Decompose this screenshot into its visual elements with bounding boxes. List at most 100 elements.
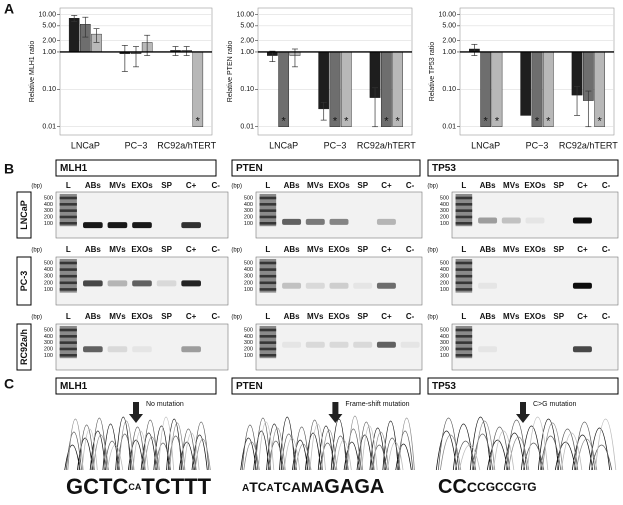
base-letter: A xyxy=(135,482,142,492)
ladder-label: 500 xyxy=(244,195,253,201)
ladder-label: 200 xyxy=(44,214,53,220)
arrow xyxy=(129,402,143,423)
ladder-label: 200 xyxy=(244,346,253,352)
gel xyxy=(255,191,423,239)
significance-marker: * xyxy=(395,116,400,128)
dna-band xyxy=(478,282,498,289)
trace xyxy=(435,416,611,471)
dna-band xyxy=(181,280,201,287)
dna-band xyxy=(376,218,396,225)
base-letter: T xyxy=(274,479,283,495)
dna-band xyxy=(376,282,396,289)
base-letter: C xyxy=(452,476,466,498)
cell-line-label: PC-3 xyxy=(19,271,29,292)
trace xyxy=(64,416,208,471)
base-letter: C xyxy=(282,480,291,494)
lane-label: L xyxy=(461,312,466,321)
lane-label: SP xyxy=(553,312,564,321)
ladder-smear xyxy=(59,259,77,293)
mutation-note: C>G mutation xyxy=(533,401,576,408)
dna-band xyxy=(132,346,152,353)
lane-label: MVs xyxy=(307,245,324,254)
lane-label: C- xyxy=(602,181,611,190)
arrow xyxy=(516,402,530,423)
lane-label: SP xyxy=(553,245,564,254)
bar xyxy=(68,18,80,53)
lane-label: C+ xyxy=(577,312,588,321)
lane-label: L xyxy=(265,245,270,254)
trace xyxy=(81,416,200,471)
ladder-label: 500 xyxy=(244,260,253,266)
lane-label: C+ xyxy=(381,181,392,190)
lane-label: ABs xyxy=(284,245,301,254)
ladder-label: 200 xyxy=(244,280,253,286)
lane-label: SP xyxy=(161,312,172,321)
y-tick-label: 0.10 xyxy=(42,86,56,93)
y-tick-label: 0.01 xyxy=(442,124,456,131)
lane-label: MVs xyxy=(503,181,520,190)
ladder-label: 400 xyxy=(44,202,53,208)
base-letter: T xyxy=(141,474,155,499)
gene-header: TP53 xyxy=(432,381,456,392)
lane-label: C- xyxy=(211,245,220,254)
gene-header: MLH1 xyxy=(60,381,88,392)
dna-band xyxy=(132,222,152,229)
x-tick-label: PC−3 xyxy=(125,140,148,150)
lane-label: SP xyxy=(357,181,368,190)
y-tick-label: 0.01 xyxy=(42,124,56,131)
y-tick-label: 5.00 xyxy=(442,23,456,30)
lane-label: C+ xyxy=(381,245,392,254)
significance-marker: * xyxy=(196,116,201,128)
base-letter: T xyxy=(198,474,212,499)
ladder-label: 300 xyxy=(440,208,449,214)
ladder-label: 100 xyxy=(440,287,449,293)
significance-marker: * xyxy=(546,116,551,128)
gene-header-box xyxy=(427,159,619,177)
lane-label: MVs xyxy=(503,245,520,254)
cell-line-label: LNCaP xyxy=(19,200,29,230)
base-letter: T xyxy=(184,474,198,499)
lane-label: C+ xyxy=(577,181,588,190)
gel xyxy=(451,191,619,239)
dna-band xyxy=(282,341,302,348)
lane-label: EXOs xyxy=(328,312,350,321)
dna-band xyxy=(282,218,302,225)
dna-band xyxy=(353,341,373,348)
base-letter: C xyxy=(83,474,99,499)
lane-label: EXOs xyxy=(131,245,153,254)
base-letter: C xyxy=(467,479,477,495)
ladder-label: 400 xyxy=(244,334,253,340)
size-unit: (bp) xyxy=(231,184,242,190)
y-tick-label: 2.00 xyxy=(42,38,56,45)
lane-label: MVs xyxy=(109,245,126,254)
lane-label: L xyxy=(265,312,270,321)
ladder-smear xyxy=(259,259,277,293)
x-tick-label: PC−3 xyxy=(324,140,347,150)
lane-label: ABs xyxy=(284,312,301,321)
x-tick-label: RC92a/hTERT xyxy=(157,140,216,150)
base-letter: G xyxy=(486,480,495,494)
dna-band xyxy=(400,341,420,348)
lane-label: SP xyxy=(161,245,172,254)
ladder-label: 100 xyxy=(440,353,449,359)
base-letter: G xyxy=(354,476,370,498)
lane-label: L xyxy=(461,181,466,190)
ladder-label: 400 xyxy=(44,334,53,340)
size-unit: (bp) xyxy=(31,248,42,254)
dna-band xyxy=(305,341,325,348)
gene-header: MLH1 xyxy=(60,163,88,174)
ladder-label: 300 xyxy=(44,208,53,214)
ladder-label: 200 xyxy=(440,214,449,220)
lane-label: L xyxy=(66,181,71,190)
significance-marker: * xyxy=(495,116,500,128)
base-letter: C xyxy=(128,482,135,492)
significance-marker: * xyxy=(282,116,287,128)
panel-label: A xyxy=(4,1,14,17)
ladder-label: 500 xyxy=(244,327,253,333)
ladder-label: 400 xyxy=(440,334,449,340)
gene-header: TP53 xyxy=(432,163,456,174)
base-letter: A xyxy=(340,476,354,498)
base-letter: A xyxy=(370,476,384,498)
dna-band xyxy=(572,346,592,353)
